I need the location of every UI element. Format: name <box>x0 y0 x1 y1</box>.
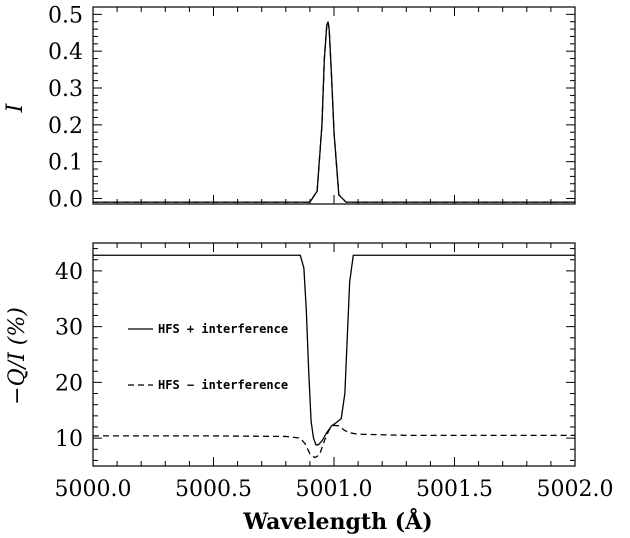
wavelength-tick-labels: 5000.0 5000.5 5001.0 5001.5 5002.0 <box>55 477 614 502</box>
x-tick-label: 5001.5 <box>416 477 493 502</box>
solid-curve-top <box>93 21 575 203</box>
legend-solid-label: HFS + interference <box>158 322 288 336</box>
y-tick-label: 0.0 <box>48 187 83 212</box>
wavelength-axis-label: Wavelength (Å) <box>242 508 432 535</box>
legend-dashed-label: HFS − interference <box>158 378 288 392</box>
intensity-plot-frame <box>92 6 576 205</box>
polarization-tick-marks <box>92 243 576 466</box>
dashed-curve-bot <box>93 424 575 459</box>
intensity-y-axis-label: I <box>3 102 28 113</box>
y-tick-label: 10 <box>55 427 83 452</box>
x-tick-label: 5002.0 <box>537 477 614 502</box>
y-tick-label: 0.2 <box>48 114 83 139</box>
y-tick-label: 0.1 <box>48 151 83 176</box>
y-tick-label: 30 <box>55 316 83 341</box>
x-tick-label: 5000.0 <box>55 477 132 502</box>
polarization-y-tick-labels: 10 20 30 40 <box>55 260 83 452</box>
y-tick-label: 0.4 <box>48 40 83 65</box>
polarization-y-axis-label: −Q/I (%) <box>5 307 30 405</box>
intensity-y-tick-labels: 0.0 0.1 0.2 0.3 0.4 0.5 <box>48 3 83 212</box>
y-tick-label: 0.5 <box>48 3 83 28</box>
y-tick-label: 20 <box>55 371 83 396</box>
solid-curve-bot <box>93 254 575 446</box>
intensity-panel: 0.0 0.1 0.2 0.3 0.4 0.5 I <box>3 3 576 212</box>
y-tick-label: 40 <box>55 260 83 285</box>
dashed-curve-top <box>93 21 575 203</box>
polarization-curves <box>93 254 575 459</box>
y-tick-label: 0.3 <box>48 77 83 102</box>
x-tick-label: 5001.0 <box>296 477 373 502</box>
legend: HFS + interference HFS − interference <box>128 322 288 392</box>
intensity-curves <box>93 21 575 203</box>
intensity-tick-marks <box>92 6 576 204</box>
x-tick-label: 5000.5 <box>175 477 252 502</box>
polarization-plot-frame <box>92 242 576 467</box>
